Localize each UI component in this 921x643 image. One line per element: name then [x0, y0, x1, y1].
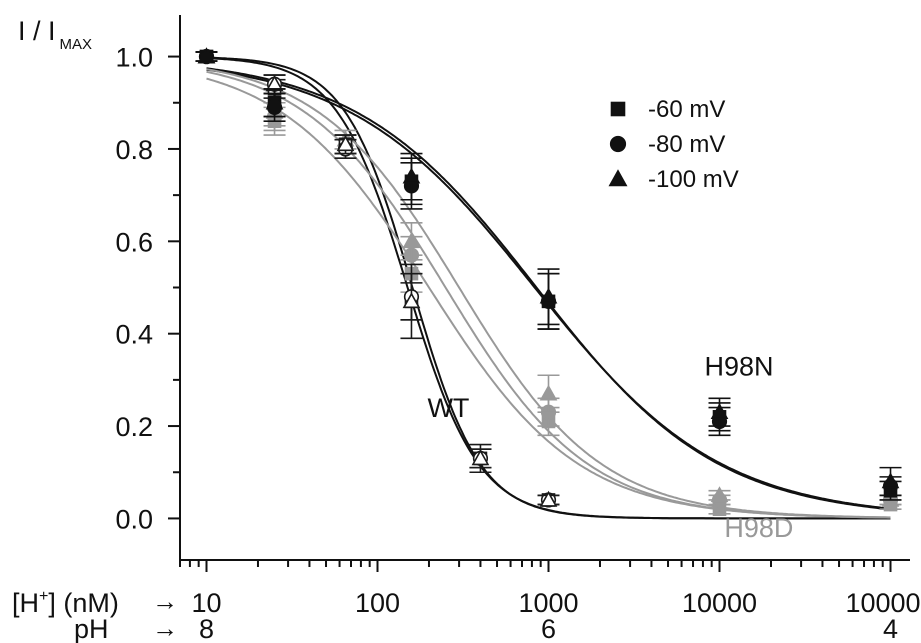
series-h98d-square [263, 106, 902, 516]
data-point-triangle [265, 93, 284, 110]
x-axis-label-sup: + [39, 588, 48, 605]
legend-marker-triangle [608, 169, 628, 187]
y-axis-label-main: I / I [18, 16, 56, 46]
y-axis-label: I / I MAX [18, 16, 92, 53]
x-tick-label: 10 [191, 588, 221, 618]
ph-tick-label: 6 [541, 614, 556, 643]
axes: 0.0 0.2 0.4 0.6 0.8 1.0 10 100 1000 10000 100000 8 6… [115, 15, 921, 643]
fit-curve-h98d [206, 77, 891, 519]
annotation-h98n: H98N [704, 351, 773, 381]
x-tick-label: 100000 [845, 588, 921, 618]
x-tick-label: 10000 [682, 588, 757, 618]
ph-axis-label: pH [74, 614, 109, 643]
series-wt-circle [195, 48, 560, 508]
x-axis-label: [H+] (nM) [12, 588, 119, 618]
legend-label: -80 mV [648, 131, 725, 158]
data-point-triangle [539, 287, 558, 304]
ph-tick-label: 8 [199, 614, 214, 643]
labels: I / I MAX [H+] (nM) → pH → [12, 16, 178, 643]
data-point-triangle [539, 490, 558, 507]
data-points [195, 47, 902, 516]
y-tick-label: 0.2 [115, 412, 153, 442]
data-point-triangle [336, 135, 355, 152]
series-h98d-triangle [263, 97, 902, 507]
legend: -60 mV -80 mV -100 mV [608, 96, 739, 193]
annotation-wt: WT [427, 393, 469, 423]
legend-marker-circle [609, 135, 627, 153]
data-point-triangle [197, 47, 216, 64]
y-tick-label: 1.0 [115, 43, 153, 73]
legend-entry: -60 mV [610, 96, 725, 123]
data-point-triangle [471, 449, 490, 466]
series-wt-square [195, 49, 560, 507]
y-tick-label: 0.8 [115, 135, 153, 165]
data-point-triangle [402, 292, 421, 309]
x-tick-label: 1000 [518, 588, 578, 618]
x-axis-label-main: [H [12, 588, 39, 618]
y-tick-label: 0.0 [115, 504, 153, 534]
x-axis-label-rest: ] (nM) [48, 588, 119, 618]
series-h98d-circle [263, 101, 902, 508]
x-tick-label: 100 [355, 588, 400, 618]
series-wt-triangle [195, 47, 560, 507]
legend-label: -100 mV [648, 166, 739, 193]
series-h98n-triangle [195, 47, 902, 497]
ph-tick-label: 4 [883, 614, 898, 643]
data-point-triangle [402, 232, 421, 249]
data-point-triangle [710, 486, 729, 503]
ph-axis-arrow: → [152, 613, 178, 643]
annotations: WT H98N H98D [427, 351, 793, 543]
x-axis-arrow: → [152, 586, 178, 616]
fit-curve-wt [206, 57, 891, 520]
data-point-triangle [881, 472, 900, 489]
y-tick-label: 0.4 [115, 320, 153, 350]
y-axis-label-sub: MAX [60, 36, 93, 53]
annotation-h98d: H98D [724, 513, 793, 543]
legend-label: -60 mV [648, 96, 725, 123]
legend-entry: -100 mV [608, 166, 739, 193]
data-point-triangle [539, 384, 558, 401]
y-tick-label: 0.6 [115, 227, 153, 257]
data-point-triangle [710, 403, 729, 420]
data-point-triangle [402, 167, 421, 184]
legend-entry: -80 mV [609, 131, 725, 158]
legend-marker-square [610, 101, 626, 117]
